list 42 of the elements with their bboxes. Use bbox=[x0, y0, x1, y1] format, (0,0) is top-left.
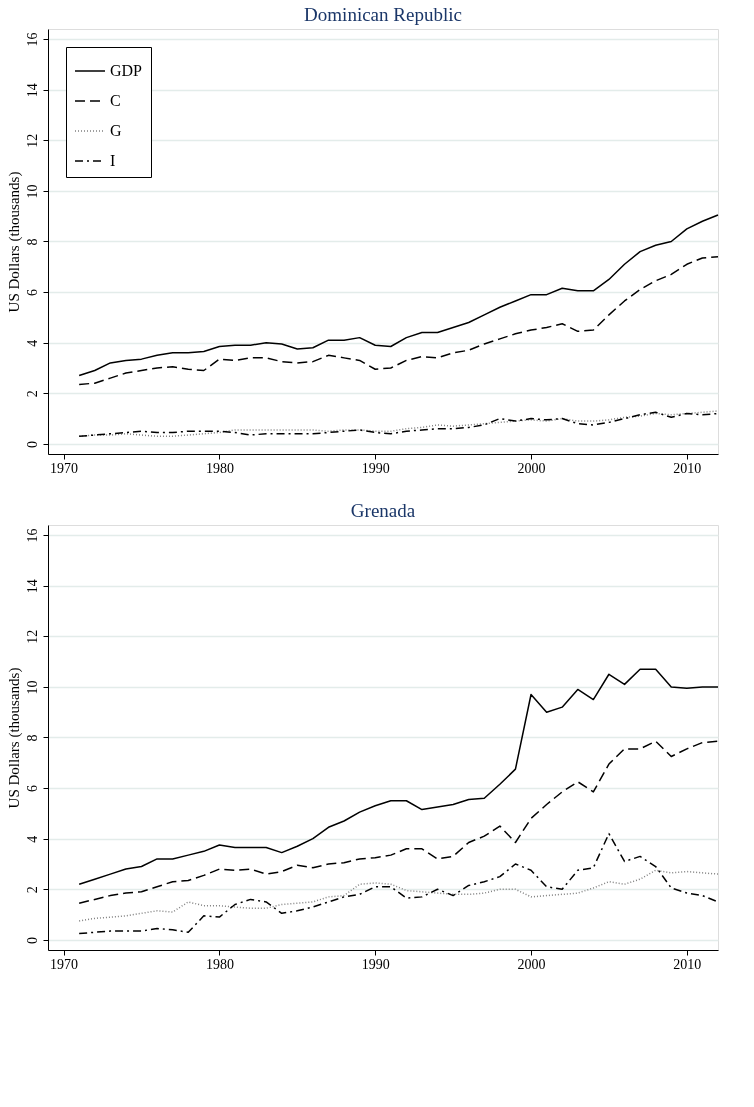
line-series bbox=[78, 255, 719, 386]
y-axis-title: US Dollars (thousands) bbox=[5, 171, 23, 313]
y-tick-label: 10 bbox=[24, 184, 40, 199]
line-series bbox=[78, 668, 719, 885]
x-tick-label: 2010 bbox=[673, 956, 702, 972]
x-tick-label: 2000 bbox=[517, 460, 546, 476]
x-tick-label: 1990 bbox=[361, 460, 390, 476]
y-tick-label: 12 bbox=[24, 133, 40, 148]
y-tick-label: 8 bbox=[24, 734, 40, 742]
y-tick-label: 16 bbox=[24, 32, 40, 47]
line-series bbox=[78, 869, 719, 922]
y-tick-label: 4 bbox=[24, 339, 40, 347]
chart-title: Dominican Republic bbox=[304, 4, 462, 25]
y-tick-label: 2 bbox=[24, 886, 40, 894]
legend-label: C bbox=[110, 92, 121, 109]
y-tick-label: 2 bbox=[24, 390, 40, 398]
line-series bbox=[78, 740, 719, 904]
y-tick-label: 4 bbox=[24, 835, 40, 843]
y-tick-label: 6 bbox=[24, 785, 40, 793]
legend-label: G bbox=[110, 122, 122, 139]
x-tick-label: 1970 bbox=[50, 460, 79, 476]
y-tick-label: 0 bbox=[24, 936, 40, 944]
x-tick-label: 1970 bbox=[50, 956, 79, 972]
x-tick-label: 1990 bbox=[361, 956, 390, 972]
legend-label: I bbox=[110, 152, 116, 169]
x-tick-label: 1980 bbox=[205, 956, 234, 972]
line-series bbox=[78, 214, 719, 377]
y-tick-label: 8 bbox=[24, 238, 40, 246]
chart-title: Grenada bbox=[350, 500, 416, 521]
x-tick-label: 2010 bbox=[673, 460, 702, 476]
y-tick-label: 12 bbox=[24, 629, 40, 644]
x-tick-label: 1980 bbox=[205, 460, 234, 476]
x-tick-label: 2000 bbox=[517, 956, 546, 972]
y-tick-label: 0 bbox=[24, 440, 40, 448]
y-tick-label: 10 bbox=[24, 680, 40, 695]
y-tick-label: 6 bbox=[24, 289, 40, 297]
legend-label: GDP bbox=[110, 62, 143, 79]
y-tick-label: 16 bbox=[24, 528, 40, 543]
y-tick-label: 14 bbox=[24, 579, 40, 594]
y-tick-label: 14 bbox=[24, 83, 40, 98]
line-series bbox=[78, 832, 719, 935]
y-axis-title: US Dollars (thousands) bbox=[5, 667, 23, 809]
